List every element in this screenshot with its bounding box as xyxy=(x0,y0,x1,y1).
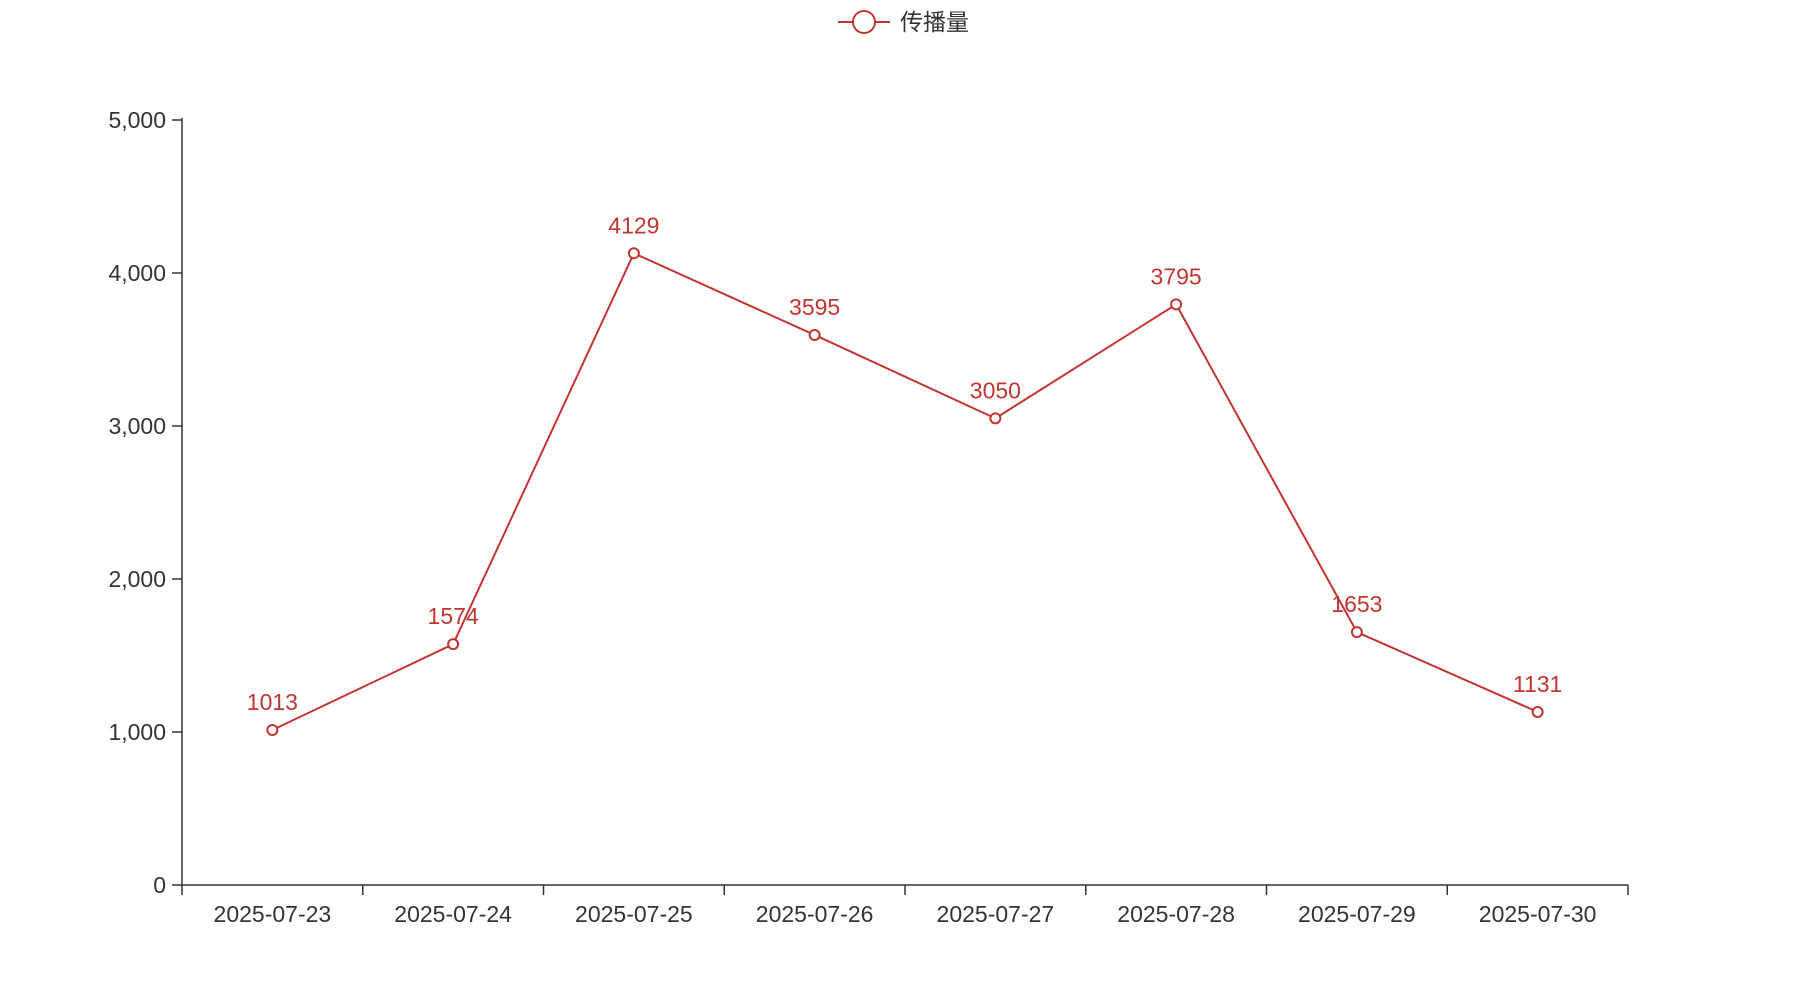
x-axis-ticks: 2025-07-23 2025-07-24 2025-07-25 2025-07-26… xyxy=(181,885,1629,927)
x-tick-label: 2025-07-27 xyxy=(937,901,1055,927)
series-group: 1013 1574 4129 3595 3050 3795 1653 1131 xyxy=(247,212,1562,737)
y-tick-label: 4,000 xyxy=(108,260,166,286)
x-tick-label: 2025-07-25 xyxy=(575,901,693,927)
y-tick-label: 0 xyxy=(153,872,166,898)
legend-circle-marker xyxy=(852,10,876,34)
y-tick-label: 2,000 xyxy=(108,566,166,592)
data-label: 3795 xyxy=(1151,263,1202,289)
x-tick-label: 2025-07-29 xyxy=(1298,901,1416,927)
data-label: 1653 xyxy=(1331,591,1382,617)
data-label: 1013 xyxy=(247,689,298,715)
data-point[interactable] xyxy=(1531,705,1544,718)
data-label: 3050 xyxy=(970,377,1021,403)
y-axis-ticks: 0 1,000 2,000 3,000 4,000 5,000 xyxy=(108,107,182,898)
data-point[interactable] xyxy=(808,328,821,341)
x-tick-label: 2025-07-28 xyxy=(1117,901,1235,927)
x-tick-label: 2025-07-26 xyxy=(756,901,874,927)
x-tick-label: 2025-07-24 xyxy=(394,901,512,927)
data-point[interactable] xyxy=(266,724,279,737)
data-point[interactable] xyxy=(1170,298,1183,311)
y-tick-label: 5,000 xyxy=(108,107,166,133)
y-tick-label: 3,000 xyxy=(108,413,166,439)
legend[interactable]: 传播量 xyxy=(838,10,969,36)
axes xyxy=(181,118,1628,886)
data-label: 4129 xyxy=(608,212,659,238)
data-label: 1131 xyxy=(1513,671,1562,697)
data-label: 3595 xyxy=(789,294,840,320)
x-tick-label: 2025-07-23 xyxy=(214,901,332,927)
data-label: 1574 xyxy=(428,603,479,629)
legend-label: 传播量 xyxy=(900,10,969,36)
data-point[interactable] xyxy=(627,247,640,260)
data-point[interactable] xyxy=(1350,626,1363,639)
y-tick-label: 1,000 xyxy=(108,719,166,745)
series-line xyxy=(271,252,1539,731)
data-point[interactable] xyxy=(989,412,1002,425)
x-tick-label: 2025-07-30 xyxy=(1479,901,1597,927)
data-point[interactable] xyxy=(447,638,460,651)
